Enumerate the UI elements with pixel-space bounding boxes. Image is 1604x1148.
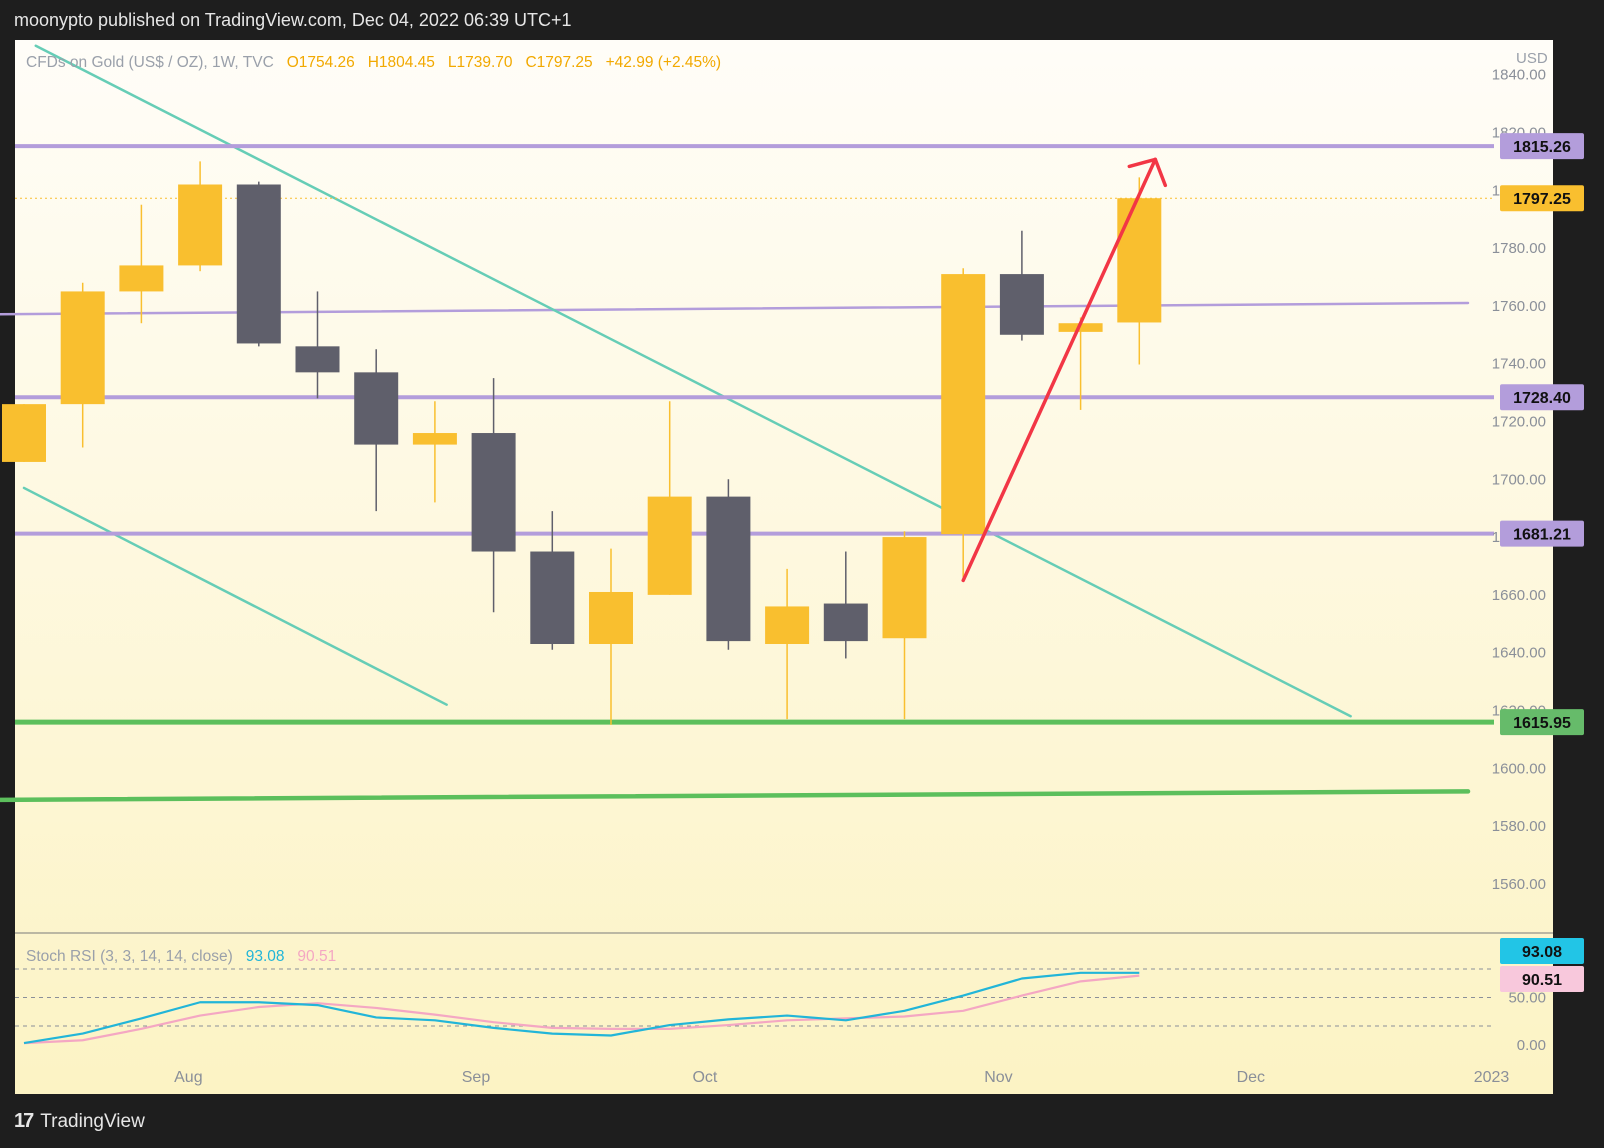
price-axis-label: 1720.00 <box>1492 413 1546 430</box>
price-badge-text: 1681.21 <box>1513 527 1571 544</box>
price-badge-text: 1815.26 <box>1513 139 1571 156</box>
stoch-badge <box>1500 966 1584 992</box>
legend-open: O1754.26 <box>286 54 355 71</box>
candle-body <box>706 496 751 642</box>
time-axis-label: 2023 <box>1474 1069 1510 1086</box>
legend-high: H1804.45 <box>367 54 435 71</box>
projection-arrow-line <box>961 157 1158 583</box>
price-badge-1815.26 <box>1500 133 1584 160</box>
tradingview-logo-icon: 17 <box>14 1110 34 1132</box>
candle-body <box>295 346 340 373</box>
price-axis-label: 1840.00 <box>1492 67 1546 84</box>
price-badge-text: 1615.95 <box>1513 715 1571 732</box>
time-axis-label: Sep <box>462 1069 491 1086</box>
price-axis-label: 1600.00 <box>1492 760 1546 777</box>
candle-body <box>882 537 927 639</box>
candle-body <box>178 184 223 266</box>
price-axis-label: 1760.00 <box>1492 298 1546 315</box>
price-axis-label: 1780.00 <box>1492 240 1546 257</box>
price-badge-text: 1797.25 <box>1513 191 1571 208</box>
legend-low: L1739.70 <box>447 54 513 71</box>
legend-change: +42.99 (+2.45%) <box>605 54 722 71</box>
projection-arrow-head-icon <box>1127 157 1168 188</box>
tradingview-footer: 17 TradingView <box>14 1110 145 1133</box>
price-axis-label: 1560.00 <box>1492 876 1546 893</box>
candle-body <box>60 291 105 405</box>
candle-body <box>999 274 1044 335</box>
stoch-axis-label: 0.00 <box>1517 1037 1546 1054</box>
stoch-badge <box>1500 938 1584 964</box>
time-axis-label: Aug <box>174 1069 202 1086</box>
time-axis-label: Nov <box>984 1069 1012 1086</box>
stoch-rsi-legend[interactable]: Stoch RSI (3, 3, 14, 14, close) 93.08 90… <box>26 948 336 966</box>
green-trend-line <box>0 789 1471 803</box>
published-caption: moonypto published on TradingView.com, D… <box>14 10 572 30</box>
currency-label: USD <box>1516 50 1548 67</box>
candle-body <box>589 591 633 645</box>
time-axis-label: Dec <box>1237 1069 1265 1086</box>
candle-body <box>354 372 399 445</box>
candle-body <box>1117 198 1162 323</box>
stoch-axis-label: 50.00 <box>1508 990 1546 1007</box>
price-badge-1615.95 <box>1500 709 1584 736</box>
symbol-description: CFDs on Gold (US$ / OZ), 1W, TVC <box>26 54 274 71</box>
candle-body <box>1058 323 1103 332</box>
candle-body <box>765 606 810 645</box>
symbol-legend[interactable]: CFDs on Gold (US$ / OZ), 1W, TVC O1754.2… <box>26 54 721 72</box>
price-axis-label: 1640.00 <box>1492 645 1546 662</box>
stoch-badge-text: 90.51 <box>1522 972 1562 989</box>
candle-body <box>119 265 164 292</box>
price-badge-1728.40 <box>1500 384 1584 411</box>
stoch-rsi-k-line <box>23 971 1140 1045</box>
candle-body <box>530 551 575 645</box>
time-axis-label: Oct <box>692 1069 717 1086</box>
price-axis-label: 1740.00 <box>1492 356 1546 373</box>
stoch-rsi-d-line <box>23 974 1140 1045</box>
price-badge-text: 1728.40 <box>1513 390 1571 407</box>
candle-body <box>823 603 868 642</box>
candle-body <box>2 404 46 462</box>
stoch-rsi-k-value: 93.08 <box>245 948 285 965</box>
stoch-badge-text: 93.08 <box>1522 944 1562 961</box>
price-axis-label: 1700.00 <box>1492 471 1546 488</box>
legend-close: C1797.25 <box>525 54 593 71</box>
candle-body <box>941 274 986 535</box>
teal-trend-line <box>34 44 1352 718</box>
stoch-rsi-d-value: 90.51 <box>297 948 337 965</box>
stoch-rsi-title: Stoch RSI (3, 3, 14, 14, close) <box>26 948 233 965</box>
tradingview-brand: TradingView <box>40 1110 145 1132</box>
price-axis-label: 1660.00 <box>1492 587 1546 604</box>
candle-body <box>236 184 281 344</box>
candle-body <box>471 433 516 552</box>
price-badge-1681.21 <box>1500 520 1584 547</box>
candle-body <box>647 496 692 595</box>
teal-trend-line <box>22 486 448 706</box>
candle-body <box>412 433 457 445</box>
price-badge-1797.25 <box>1500 185 1584 212</box>
price-axis-label: 1580.00 <box>1492 818 1546 835</box>
purple-trend-line <box>0 301 1470 316</box>
